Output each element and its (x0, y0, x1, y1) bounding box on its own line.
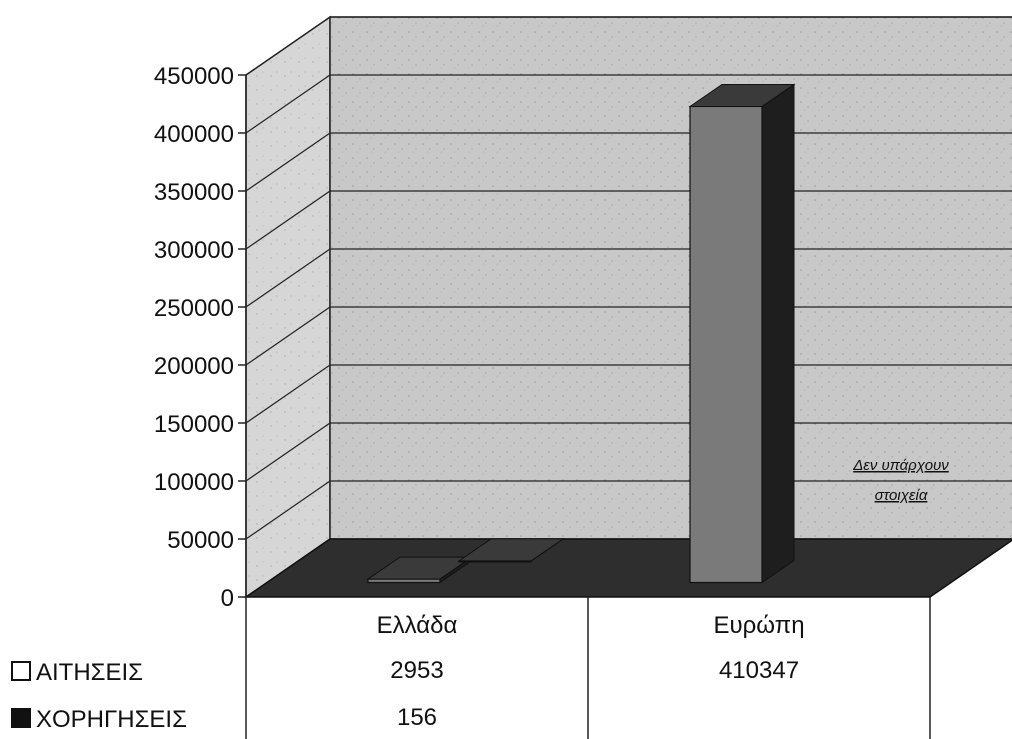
y-tick-label: 400000 (154, 121, 234, 148)
x-tick-label: Ελλάδα (377, 612, 458, 639)
bar (688, 83, 796, 584)
bar-front (689, 105, 763, 584)
floor-plane (243, 538, 1012, 598)
y-tick-label: 150000 (154, 411, 234, 438)
bar (457, 537, 565, 563)
gridline (245, 74, 331, 134)
gridline (245, 480, 331, 540)
legend-key (11, 661, 31, 681)
annotation-line-1: Δεν υπάρχουν (852, 457, 949, 474)
gridline (245, 306, 331, 366)
y-tick-label: 250000 (154, 295, 234, 322)
bar-side (761, 83, 795, 584)
y-tick-label: 100000 (154, 469, 234, 496)
gridline (245, 16, 331, 76)
gridline (245, 190, 331, 250)
y-axis: 0 50000 100000 150000 200000 250000 300000 3500… (154, 63, 247, 612)
data-label: 2953 (390, 657, 443, 684)
legend-label: ΑΙΤΗΣΕΙΣ (36, 659, 143, 686)
plot-floor (243, 538, 1012, 598)
back-wall (329, 16, 1012, 540)
bar-top (688, 83, 796, 107)
y-tick-label: 200000 (154, 353, 234, 380)
data-label: 410347 (719, 657, 799, 684)
plot-walls (245, 15, 1012, 599)
data-label: 156 (397, 704, 437, 731)
y-tick-label: 300000 (154, 237, 234, 264)
gridline (245, 422, 331, 482)
annotation-line-2: στοιχεία (875, 487, 928, 504)
bars (366, 83, 796, 584)
data-table: Ελλάδα Ευρώπη ΑΙΤΗΣΕΙΣ 2953 410347 ΧΟΡΗΓΗΣΕΙΣ… (11, 597, 931, 739)
gridline (245, 248, 331, 308)
x-tick-label: Ευρώπη (713, 612, 804, 639)
gridline (245, 364, 331, 424)
gridline (245, 132, 331, 192)
bar-front (367, 578, 441, 584)
bar-top (457, 538, 565, 562)
legend-label: ΧΟΡΗΓΗΣΕΙΣ (36, 706, 187, 733)
legend-key (11, 708, 31, 728)
y-tick-label: 0 (221, 585, 234, 612)
y-tick-label: 50000 (167, 527, 234, 554)
gridlines (245, 16, 1012, 540)
y-tick-label: 450000 (154, 63, 234, 90)
y-tick-label: 350000 (154, 179, 234, 206)
